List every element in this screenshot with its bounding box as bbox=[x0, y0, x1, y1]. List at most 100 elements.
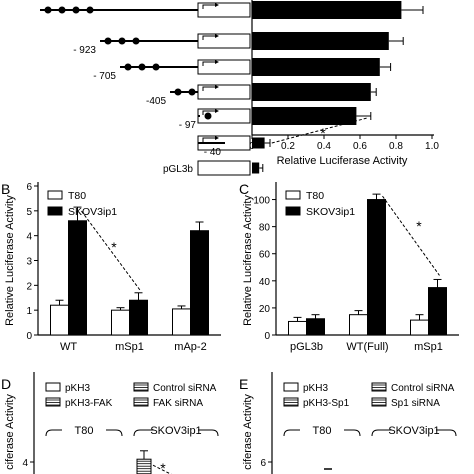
bar bbox=[252, 58, 380, 76]
x-axis-label: Relative Luciferase Activity bbox=[277, 155, 408, 167]
legend-label: pKH3 bbox=[303, 383, 328, 394]
construct-label: -405 bbox=[146, 96, 166, 107]
bar bbox=[252, 162, 260, 174]
legend-swatch bbox=[47, 190, 63, 200]
significance-star: * bbox=[320, 125, 326, 141]
bar bbox=[252, 83, 371, 101]
bar bbox=[190, 230, 209, 336]
sp1-site bbox=[72, 6, 80, 14]
construct-label: - 705 bbox=[93, 71, 116, 82]
legend-swatch bbox=[283, 397, 299, 407]
y-tick-label: 5 bbox=[26, 207, 32, 218]
legend-swatch bbox=[283, 382, 299, 392]
significance-star: * bbox=[111, 239, 117, 255]
tss-arrowhead bbox=[215, 136, 219, 140]
panel-letter: B bbox=[1, 181, 10, 197]
bar bbox=[252, 107, 357, 125]
y-tick-label: 2 bbox=[26, 281, 32, 292]
bar bbox=[252, 1, 402, 19]
tss-arrowhead bbox=[215, 3, 219, 7]
tss-arrowhead bbox=[215, 85, 219, 89]
panel-letter: E bbox=[239, 376, 248, 392]
sp1-site bbox=[132, 37, 140, 45]
y-axis-label: ciferase Activity bbox=[242, 394, 254, 470]
y-axis-label: Relative Luciferase Activity bbox=[242, 195, 254, 326]
tss-arrow bbox=[202, 4, 216, 9]
group-bracket bbox=[45, 429, 123, 437]
x-tick-label: WT(Full) bbox=[346, 341, 388, 353]
bar bbox=[50, 304, 69, 336]
sp1-site bbox=[188, 88, 196, 96]
tss-arrowhead bbox=[215, 60, 219, 64]
legend-label: pKH3-Sp1 bbox=[303, 398, 350, 409]
y-tick-label: 60 bbox=[259, 250, 271, 261]
construct-label: - 40 bbox=[204, 147, 222, 158]
y-tick-label: 100 bbox=[253, 196, 270, 207]
y-axis-label: Relative Luciferase Activity bbox=[4, 195, 16, 326]
sp1-site bbox=[44, 6, 52, 14]
tss-arrow bbox=[202, 61, 216, 66]
x-tick-label: pGL3b bbox=[290, 341, 323, 353]
y-tick-label: 4 bbox=[26, 232, 32, 243]
promoter-box bbox=[197, 160, 251, 176]
x-tick-label: 0.6 bbox=[353, 141, 367, 152]
legend-label: Control siRNA bbox=[391, 383, 455, 394]
legend-label: SKOV3ip1 bbox=[306, 206, 355, 218]
x-tick-label: mSp1 bbox=[414, 341, 443, 353]
sp1-site bbox=[174, 88, 182, 96]
tss-arrowhead bbox=[215, 109, 219, 113]
y-tick-label: 80 bbox=[259, 223, 271, 234]
group-label: SKOV3ip1 bbox=[150, 425, 201, 437]
legend-label: Sp1 siRNA bbox=[391, 398, 440, 409]
tss-arrow bbox=[202, 35, 216, 40]
tss-arrow bbox=[202, 86, 216, 91]
legend-swatch bbox=[45, 397, 61, 407]
legend-swatch bbox=[133, 397, 149, 407]
group-label: T80 bbox=[75, 425, 94, 437]
sp1-site bbox=[124, 63, 132, 71]
legend-swatch bbox=[371, 382, 387, 392]
legend-swatch bbox=[285, 190, 301, 200]
group-label: T80 bbox=[313, 425, 332, 437]
construct-label: - 97 bbox=[179, 120, 197, 131]
bar bbox=[172, 308, 191, 336]
tss-arrowhead bbox=[215, 34, 219, 38]
construct-label: - 923 bbox=[73, 45, 96, 56]
legend-swatch bbox=[285, 206, 301, 216]
sp1-site bbox=[118, 37, 126, 45]
y-tick-label: 0 bbox=[26, 331, 32, 342]
panel-letter: C bbox=[239, 181, 249, 197]
x-tick-label: 0.2 bbox=[281, 141, 295, 152]
legend-swatch bbox=[47, 206, 63, 216]
bar bbox=[306, 318, 325, 336]
y-tick-label: 6 bbox=[26, 182, 32, 193]
x-tick-label: 1.0 bbox=[425, 141, 439, 152]
x-tick-label: WT bbox=[60, 341, 77, 353]
legend-swatch bbox=[45, 382, 61, 392]
y-tick-label: 40 bbox=[259, 277, 271, 288]
legend-label: pKH3-FAK bbox=[65, 398, 113, 409]
significance-line bbox=[271, 117, 368, 144]
legend-label: SKOV3ip1 bbox=[68, 206, 117, 218]
bar bbox=[367, 199, 386, 336]
bar bbox=[410, 319, 429, 336]
sp1-site bbox=[86, 6, 94, 14]
bar bbox=[288, 320, 307, 336]
bar bbox=[111, 309, 130, 336]
x-tick-label: 0.4 bbox=[317, 141, 331, 152]
group-bracket bbox=[283, 429, 361, 437]
bar bbox=[68, 220, 87, 336]
legend-label: Control siRNA bbox=[153, 383, 217, 394]
group-bracket bbox=[133, 429, 219, 437]
legend-swatch bbox=[133, 382, 149, 392]
x-tick-label: mSp1 bbox=[115, 341, 144, 353]
bar bbox=[129, 299, 148, 336]
bar bbox=[252, 32, 389, 50]
x-tick-label: 0.8 bbox=[389, 141, 403, 152]
legend-label: pKH3 bbox=[65, 383, 90, 394]
significance-line bbox=[152, 464, 172, 474]
legend-label: T80 bbox=[306, 190, 324, 202]
